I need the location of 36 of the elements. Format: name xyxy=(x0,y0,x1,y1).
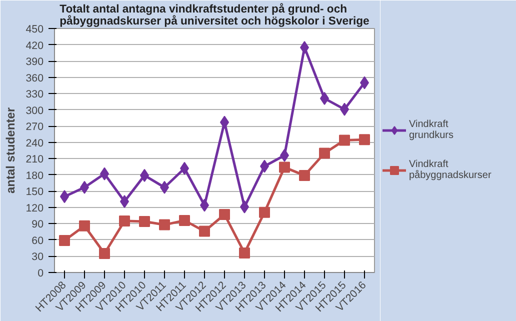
y-tick-label: 210 xyxy=(26,154,44,166)
y-axis-title: antal studenter xyxy=(4,107,18,194)
point xyxy=(99,248,110,260)
y-tick-label: 60 xyxy=(32,234,44,247)
y-tick-label: 420 xyxy=(26,40,44,52)
point xyxy=(119,215,130,226)
point xyxy=(199,226,210,237)
point xyxy=(219,208,230,220)
point xyxy=(239,247,250,258)
y-tick-label: 300 xyxy=(26,104,44,117)
y-tick-label: 90 xyxy=(32,218,44,231)
y-tick-label: 390 xyxy=(26,56,44,68)
y-tick-label: 0 xyxy=(38,268,44,280)
point xyxy=(279,162,290,173)
chart-title: Totalt antal antagna vindkraftstudenter på grund- och påbyggnadskurser på universitet och högskolor i Sverige xyxy=(60,2,370,28)
y-tick-label: 270 xyxy=(26,121,44,134)
point xyxy=(179,214,190,226)
y-tick-label: 240 xyxy=(26,137,44,150)
y-tick-label: 120 xyxy=(26,202,44,214)
y-tick-label: 180 xyxy=(26,170,44,182)
point xyxy=(259,206,270,218)
point xyxy=(79,220,90,232)
y-tick-label: 450 xyxy=(26,24,44,36)
point xyxy=(139,216,150,228)
y-tick-label: 360 xyxy=(26,72,44,84)
point xyxy=(359,134,370,146)
point xyxy=(159,219,170,230)
point xyxy=(299,170,310,181)
y-tick-label: 330 xyxy=(26,88,44,101)
legend-label: Vindkraft grundkurs xyxy=(409,119,454,141)
y-tick-label: 30 xyxy=(32,251,44,264)
y-tick-label: 150 xyxy=(26,186,44,198)
point xyxy=(59,235,70,246)
legend-label: Vindkraft påbyggnadskurser xyxy=(409,159,492,181)
point xyxy=(319,148,330,159)
point xyxy=(339,134,350,146)
